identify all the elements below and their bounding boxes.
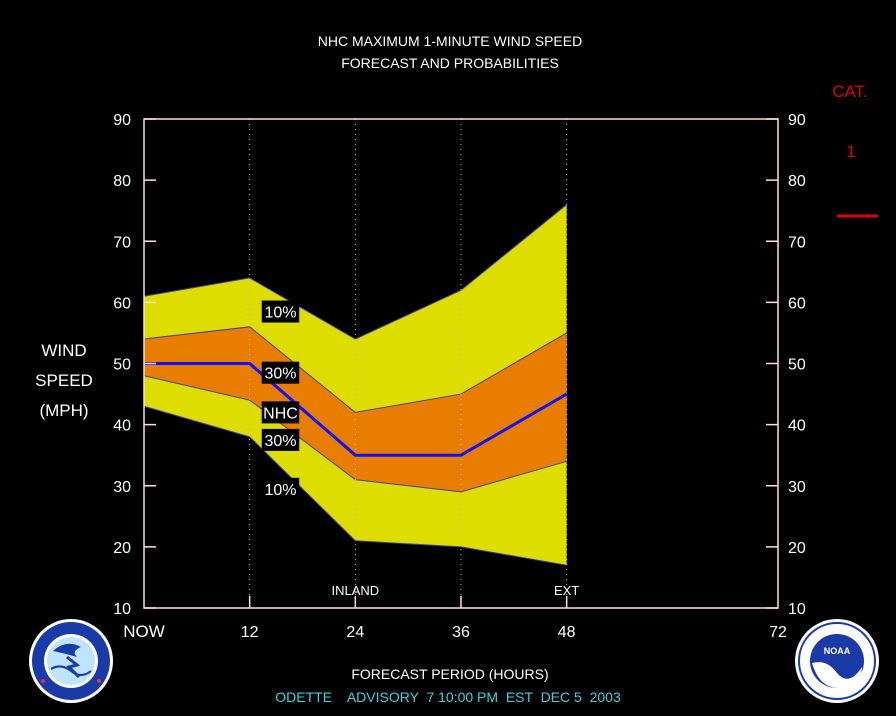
band-label-30pct: 30% bbox=[264, 366, 296, 383]
y-tick-label-left: 70 bbox=[113, 234, 131, 251]
y-axis-label-line3: (MPH) bbox=[39, 401, 88, 420]
band-label-nhc: NHC bbox=[263, 405, 298, 422]
band-30-upper-edge bbox=[143, 326, 567, 413]
band-label-30pct: 30% bbox=[264, 433, 296, 450]
y-tick-label-left: 60 bbox=[113, 295, 131, 312]
y-tick-label-right: 80 bbox=[788, 173, 806, 190]
y-tick-label-left: 10 bbox=[113, 601, 131, 618]
y-tick-label-right: 90 bbox=[788, 112, 806, 129]
y-tick-label-left: 30 bbox=[113, 479, 131, 496]
y-tick-label-right: 50 bbox=[788, 357, 806, 374]
y-tick-label-right: 10 bbox=[788, 601, 806, 618]
y-tick-label-left: 50 bbox=[113, 357, 131, 374]
band-label-bg bbox=[261, 300, 300, 323]
band-label-bg bbox=[261, 428, 300, 451]
category-value: 1 bbox=[846, 142, 855, 161]
plot-frame: 10 10 20 20 30 30 40 40 50 50 60 60 70 70 80 80 90 90 NOW 1… bbox=[113, 112, 806, 641]
nhc-forecast-line bbox=[144, 362, 568, 457]
x-tick-label: 72 bbox=[769, 624, 787, 641]
y-tick-label-right: 60 bbox=[788, 295, 806, 312]
nhc-forecast-line-group bbox=[144, 362, 568, 457]
annotation-inland: INLAND bbox=[331, 583, 379, 598]
y-tick-label-left: 40 bbox=[113, 418, 131, 435]
band-label-10pct: 10% bbox=[264, 305, 296, 322]
y-tick-label-left: 80 bbox=[113, 173, 131, 190]
band-label-bg bbox=[261, 401, 300, 424]
band-labels: 10% 30% NHC 30% 10% bbox=[261, 300, 300, 500]
band-30-percent bbox=[144, 326, 567, 492]
nws-logo-icon bbox=[29, 619, 113, 703]
y-tick-label-left: 20 bbox=[113, 540, 131, 557]
band-10-lower-edge bbox=[143, 405, 567, 566]
y-tick-label-right: 30 bbox=[788, 479, 806, 496]
y-tick-label-right: 70 bbox=[788, 234, 806, 251]
y-axis-label-line2: SPEED bbox=[35, 371, 93, 390]
y-tick-label-right: 40 bbox=[788, 418, 806, 435]
annotations: INLAND EXT bbox=[331, 583, 579, 598]
y-axis-label-line1: WIND bbox=[41, 341, 86, 360]
band-label-bg bbox=[261, 477, 300, 500]
y-tick-label-right: 20 bbox=[788, 540, 806, 557]
x-tick-label: 48 bbox=[558, 624, 576, 641]
x-tick-label: 12 bbox=[241, 624, 259, 641]
category-label: CAT. bbox=[832, 82, 868, 101]
noaa-logo-icon: NOAA bbox=[795, 619, 879, 703]
svg-text:NOAA: NOAA bbox=[824, 646, 851, 656]
y-tick-label-left: 90 bbox=[113, 112, 131, 129]
advisory-line: ODETTE ADVISORY 7 10:00 PM EST DEC 5 200… bbox=[275, 689, 621, 705]
x-tick-label: 36 bbox=[452, 624, 470, 641]
chart-title-line2: FORECAST AND PROBABILITIES bbox=[341, 55, 559, 71]
x-axis-label: FORECAST PERIOD (HOURS) bbox=[351, 666, 548, 682]
annotation-ext: EXT bbox=[554, 583, 579, 598]
chart-title-line1: NHC MAXIMUM 1-MINUTE WIND SPEED bbox=[318, 33, 582, 49]
band-label-bg bbox=[261, 361, 300, 384]
x-tick-label: 24 bbox=[346, 624, 364, 641]
band-label-10pct: 10% bbox=[264, 482, 296, 499]
x-tick-label: NOW bbox=[123, 622, 165, 641]
